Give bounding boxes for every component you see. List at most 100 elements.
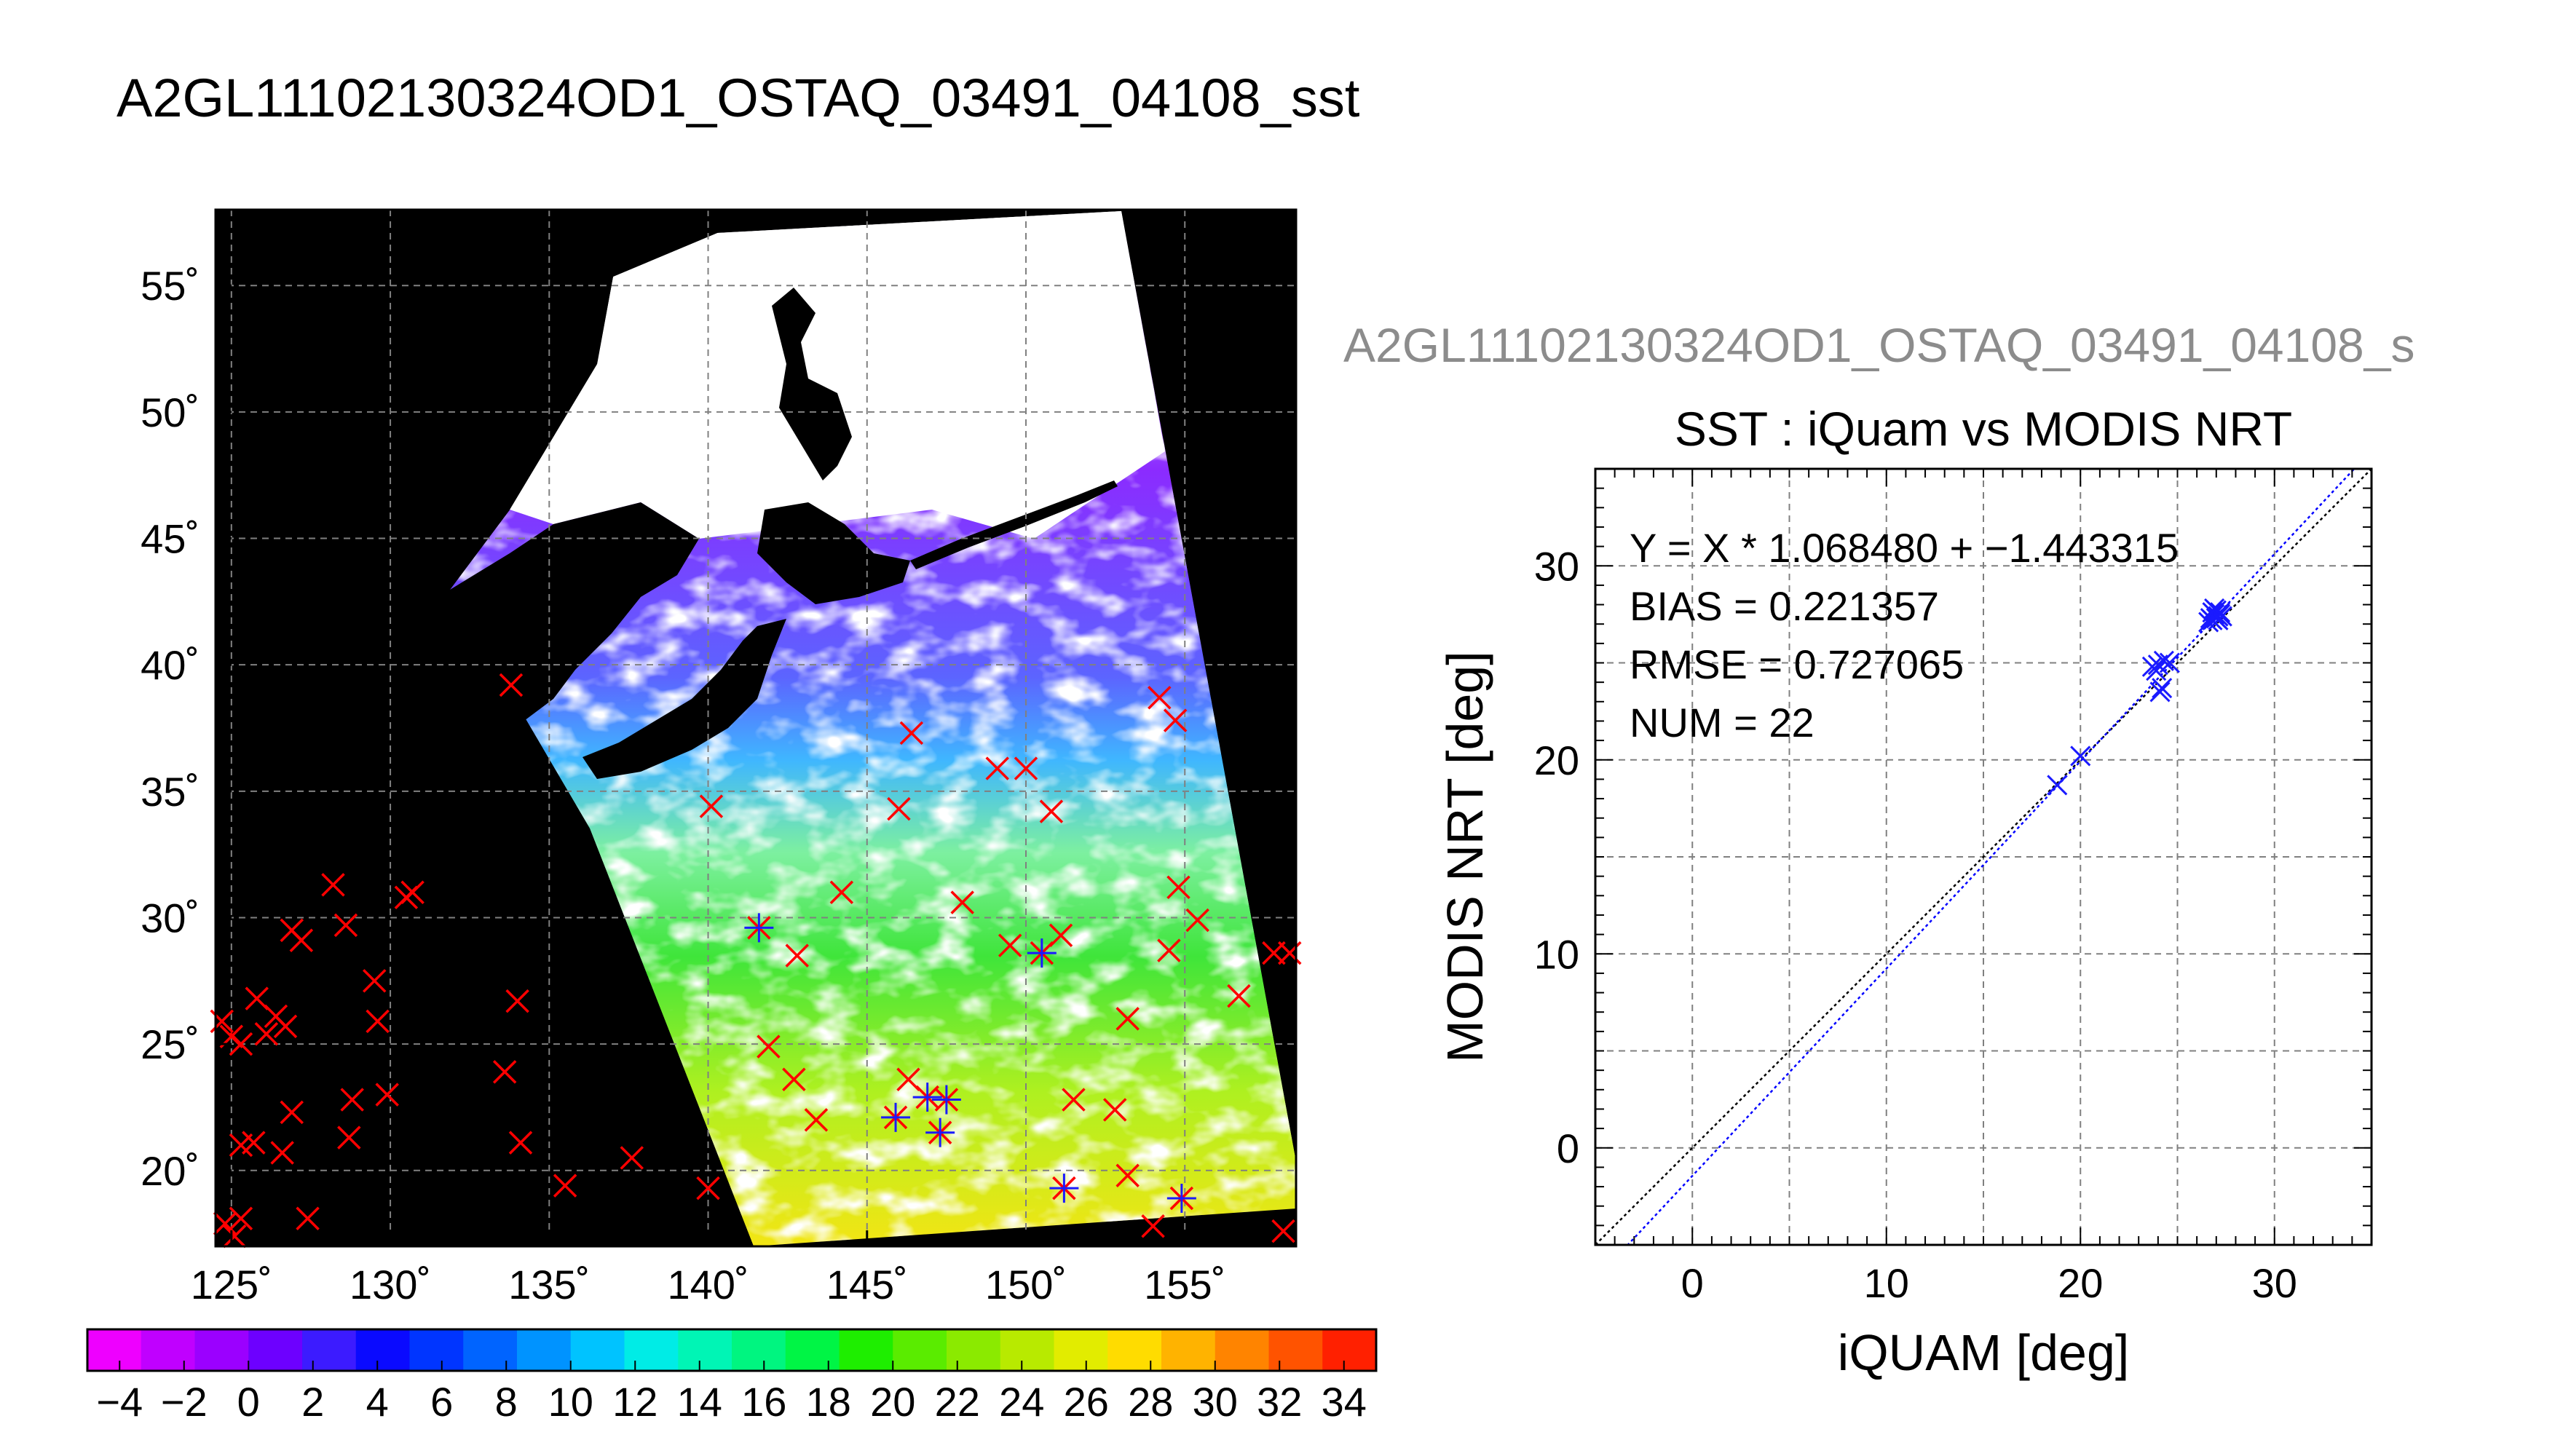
scatter-x-tick-label: 30: [2252, 1260, 2297, 1306]
buoy-marker: [1148, 686, 1172, 710]
matchup-marker: [881, 1102, 911, 1132]
scatter-point: [2152, 678, 2173, 699]
map-y-tick-label: 50˚: [141, 389, 200, 435]
colorbar-swatch: [947, 1329, 1001, 1371]
scatter-point: [2047, 775, 2068, 796]
colorbar-tick-label: 14: [677, 1379, 722, 1425]
scatter-ticks: 0 10 20 30 0 10 20 30: [1534, 469, 2372, 1306]
colorbar-swatch: [517, 1329, 572, 1371]
buoy-marker: [985, 756, 1009, 780]
buoy-marker: [362, 969, 387, 993]
buoy-marker: [340, 1088, 364, 1112]
scatter-x-tick-label: 20: [2058, 1260, 2103, 1306]
scatter-frame: [1594, 467, 2373, 1246]
scatter-point: [2159, 652, 2180, 673]
scatter-x-tick-label: 0: [1681, 1260, 1704, 1306]
matchup-marker: [1049, 1174, 1079, 1203]
scatter-point: [2210, 604, 2231, 625]
colorbar-swatch: [302, 1329, 357, 1371]
buoy-marker: [899, 721, 924, 745]
buoy-marker: [337, 1125, 361, 1150]
buoy-marker: [273, 1014, 298, 1039]
buoy-marker: [296, 1206, 320, 1231]
colorbar-swatch: [463, 1329, 518, 1371]
land-sakhalin: [772, 288, 852, 480]
buoy-marker: [1163, 708, 1188, 732]
buoy-marker: [254, 1022, 279, 1046]
colorbar-tick-label: 22: [935, 1379, 980, 1425]
colorbar-tick-label: 0: [237, 1379, 260, 1425]
colorbar: −4 −2 0 2 4 6 8 10 12 14 16 18 20 22 24 26 28 30 32 34: [86, 1328, 1378, 1425]
map-y-tick-label: 30˚: [141, 895, 200, 941]
buoy-marker: [1227, 984, 1251, 1008]
matchup-marker: [744, 913, 774, 943]
map-x-tick-label: 155˚: [1144, 1262, 1225, 1307]
colorbar-swatch: [87, 1329, 142, 1371]
buoy-marker: [804, 1108, 829, 1132]
buoy-marker: [366, 1009, 390, 1034]
buoy-marker: [222, 1224, 247, 1249]
buoy-marker: [1271, 1219, 1295, 1243]
regression-equation: Y = X * 1.068480 + −1.443315: [1630, 525, 2179, 571]
x-axis-label: iQUAM [deg]: [1838, 1324, 2130, 1381]
scatter-subtitle: A2GL11102130324OD1_OSTAQ_03491_04108_s: [1343, 318, 2414, 372]
buoy-marker: [245, 986, 269, 1010]
scatter-y-tick-label: 10: [1534, 931, 1579, 977]
matchup-marker: [931, 1085, 961, 1115]
colorbar-swatch: [678, 1329, 732, 1371]
buoy-marker: [229, 1032, 253, 1056]
buoy-marker: [998, 933, 1022, 957]
buoy-marker: [1157, 938, 1181, 962]
colorbar-tick-label: 28: [1128, 1379, 1173, 1425]
no-data-west: [216, 210, 754, 1246]
colorbar-tick-label: 30: [1193, 1379, 1238, 1425]
matchup-marker: [912, 1083, 942, 1112]
map-y-tick-label: 55˚: [141, 263, 200, 309]
buoy-marker: [242, 1131, 266, 1155]
colorbar-swatch: [624, 1329, 679, 1371]
map-y-tick-label: 45˚: [141, 516, 200, 562]
map-grid: [216, 210, 1296, 1246]
buoy-marker: [1185, 908, 1209, 933]
y-axis-label: MODIS NRT [deg]: [1437, 651, 1493, 1062]
buoy-marker: [375, 1083, 399, 1107]
map-markers: [210, 673, 1302, 1249]
buoy-marker: [696, 1176, 720, 1200]
stats-annotations: Y = X * 1.068480 + −1.443315 BIAS = 0.22…: [1630, 525, 2179, 745]
colorbar-tick-label: 26: [1064, 1379, 1109, 1425]
colorbar-swatch: [1161, 1329, 1216, 1371]
colorbar-labels: −4 −2 0 2 4 6 8 10 12 14 16 18 20 22 24 26 28 30 32 34: [96, 1361, 1367, 1425]
buoy-marker: [499, 673, 524, 697]
colorbar-tick-label: 10: [548, 1379, 593, 1425]
buoy-marker: [620, 1146, 644, 1170]
buoy-marker: [1062, 1088, 1086, 1112]
map-y-tick-label: 20˚: [141, 1148, 200, 1194]
buoy-marker: [333, 913, 358, 938]
colorbar-frame: [86, 1328, 1378, 1372]
colorbar-tick-label: −2: [161, 1379, 208, 1425]
map-x-tick-label: 130˚: [350, 1262, 431, 1307]
buoy-marker: [896, 1067, 920, 1092]
buoy-marker: [280, 1100, 304, 1125]
colorbar-swatch: [893, 1329, 947, 1371]
scatter-y-tick-label: 30: [1534, 543, 1579, 589]
buoy-marker: [1014, 756, 1038, 780]
map-panel: 125˚ 130˚ 135˚ 140˚ 145˚ 150˚ 155˚ 20˚ 25˚ 30˚ 35˚…: [141, 208, 1302, 1307]
colorbar-swatch: [1107, 1329, 1162, 1371]
map-axes: 125˚ 130˚ 135˚ 140˚ 145˚ 150˚ 155˚ 20˚ 25˚ 30˚ 35˚…: [141, 263, 1225, 1307]
map-y-tick-label: 40˚: [141, 642, 200, 688]
buoy-marker: [1115, 1163, 1140, 1187]
colorbar-swatch: [1322, 1329, 1377, 1371]
buoy-marker: [553, 1174, 577, 1198]
buoy-marker: [782, 1067, 806, 1092]
no-data-east: [1121, 210, 1296, 1161]
colorbar-tick-label: 8: [495, 1379, 518, 1425]
matchup-marker: [1166, 1184, 1196, 1214]
matchup-marker: [1027, 938, 1057, 968]
buoy-marker: [505, 989, 529, 1013]
land-kuril-chain: [910, 480, 1118, 569]
northern-cloud-bank: [510, 211, 1165, 539]
buoy-marker: [1102, 1098, 1127, 1122]
buoy-marker: [270, 1141, 294, 1165]
